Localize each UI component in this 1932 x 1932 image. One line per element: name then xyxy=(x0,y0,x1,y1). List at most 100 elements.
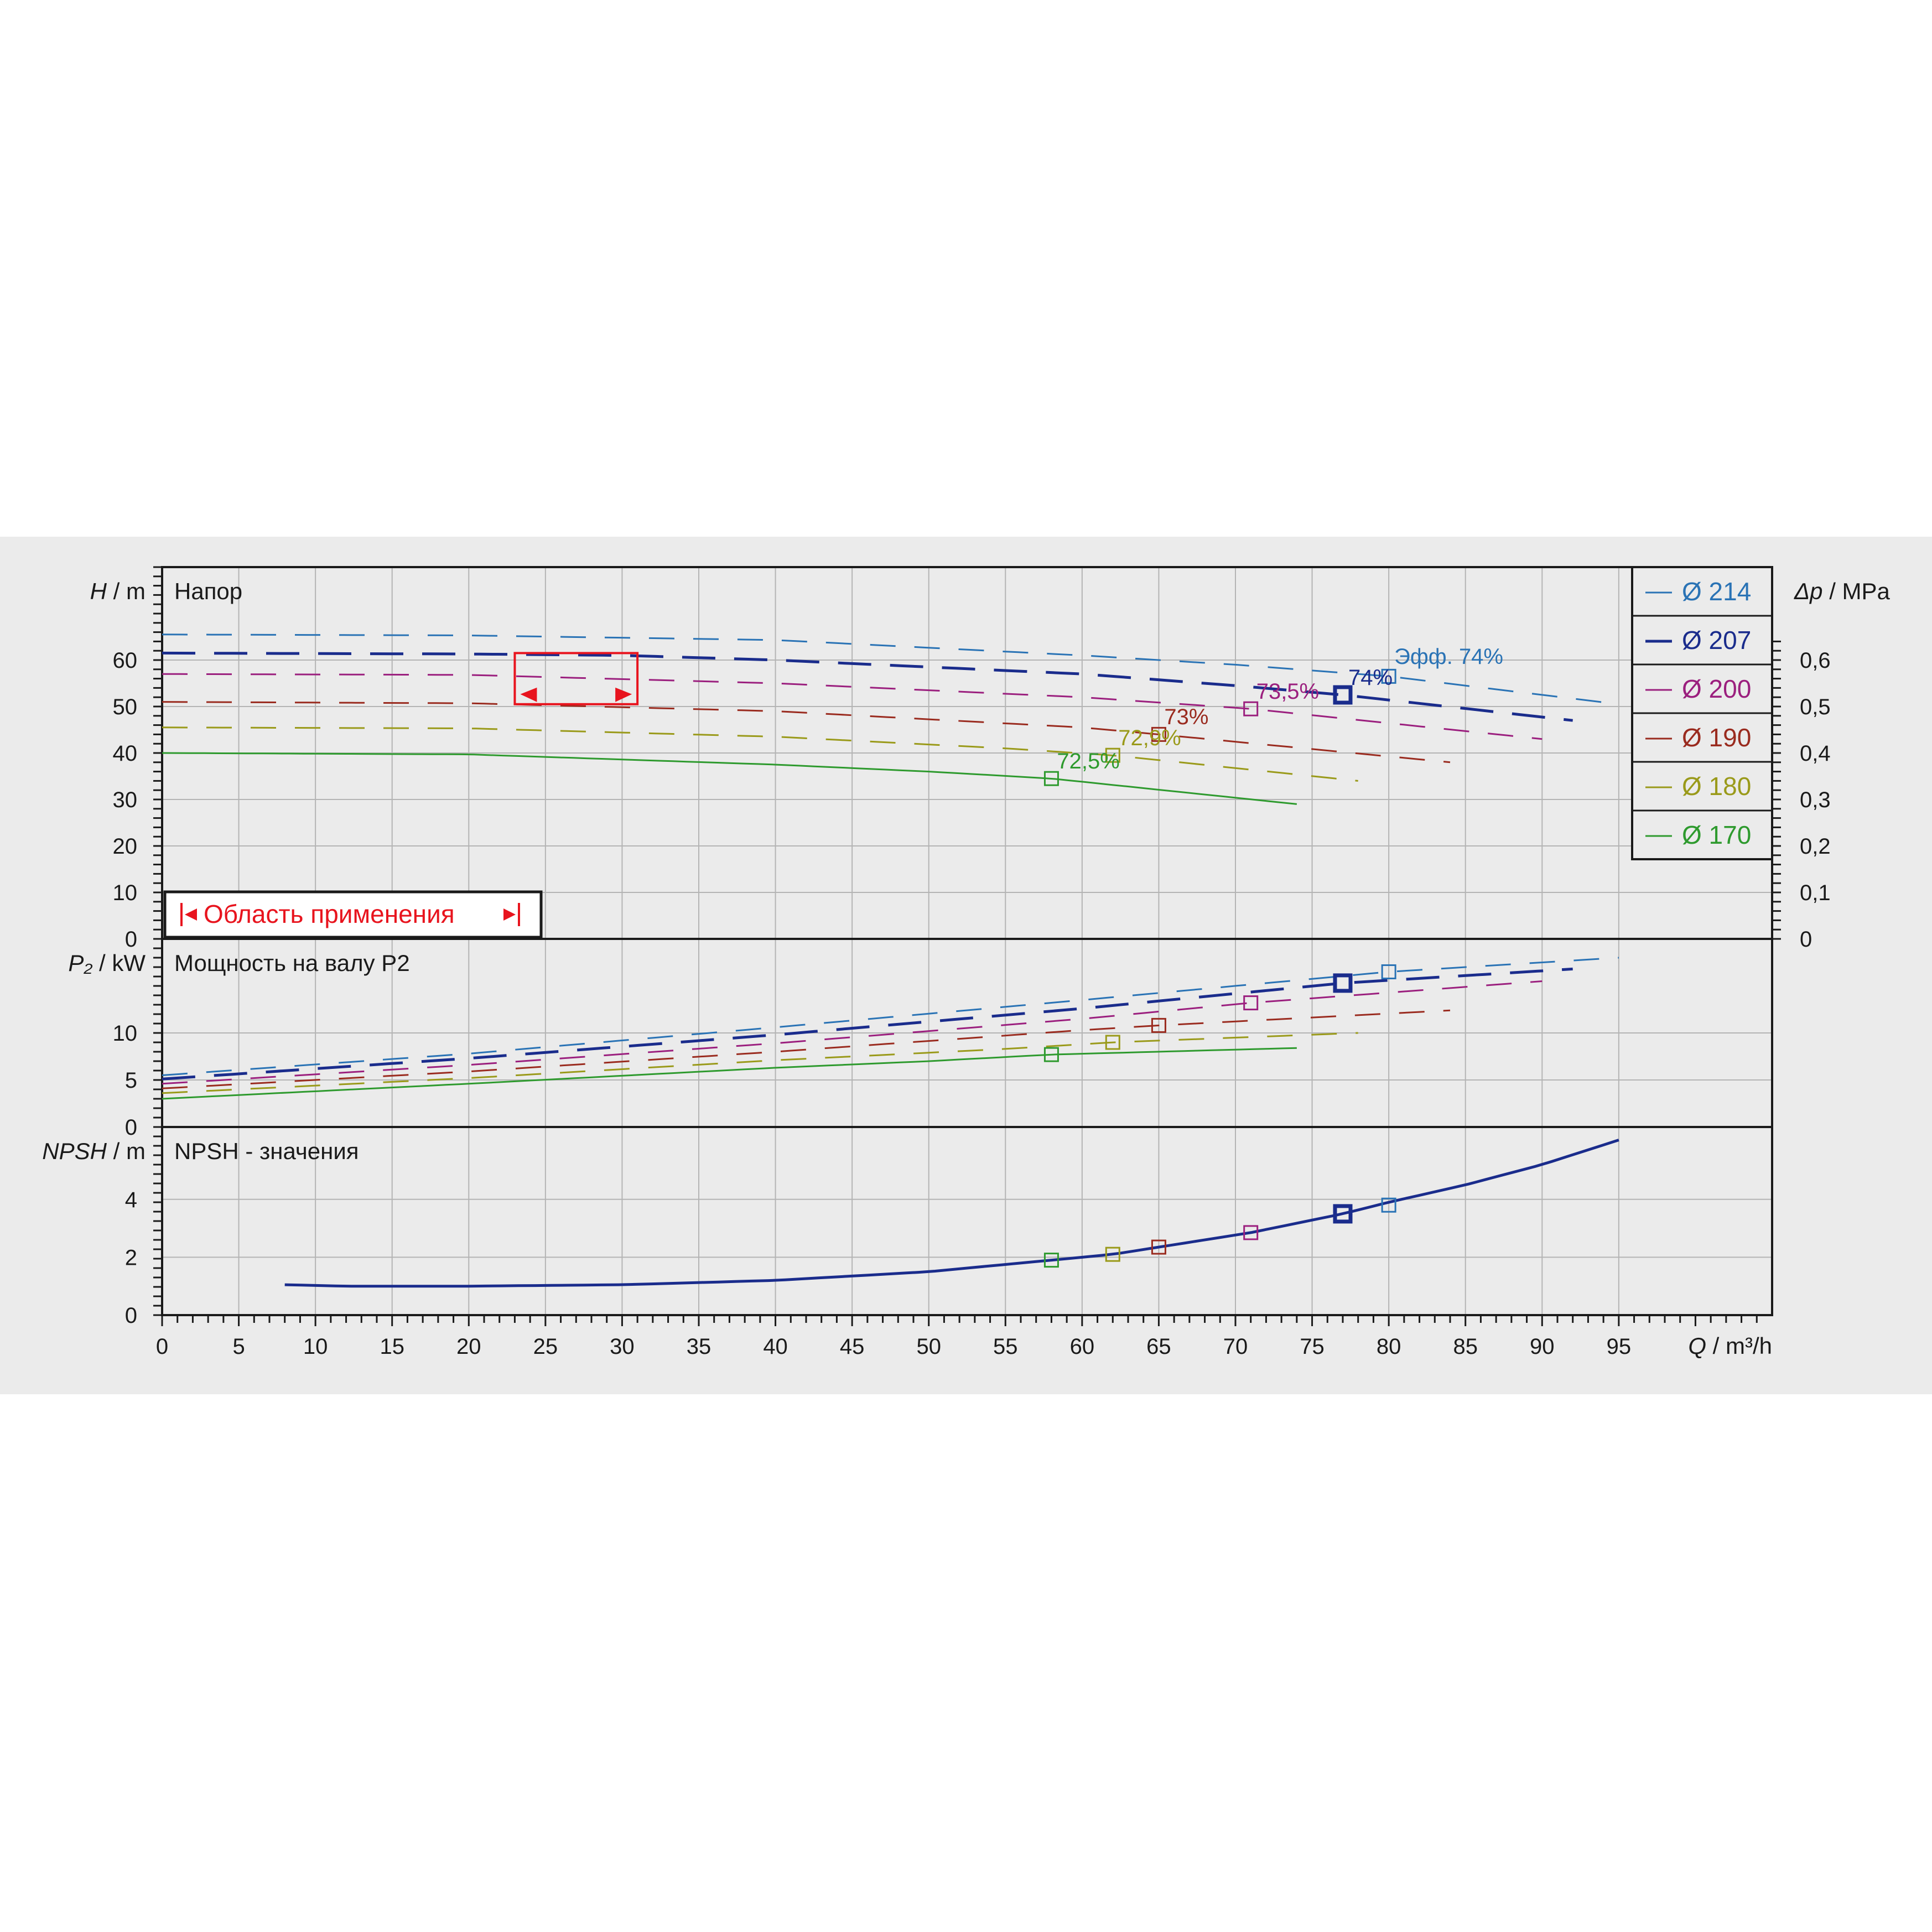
operating-point-marker xyxy=(1381,1197,1396,1213)
efficiency-label: 72,9% xyxy=(1118,726,1181,750)
x-axis-var: Q xyxy=(1688,1333,1706,1359)
operating-point-marker xyxy=(1333,973,1353,993)
panel-title: Напор xyxy=(174,578,242,604)
y-axis-label: NPSH / m xyxy=(42,1138,146,1164)
head-curve-200 xyxy=(162,673,1543,740)
efficiency-label: 73% xyxy=(1164,705,1208,729)
y-axis-var: NPSH xyxy=(42,1138,107,1164)
y-axis-label: H / m xyxy=(90,578,146,604)
efficiency-label: 73,5% xyxy=(1256,679,1319,704)
operating-point-marker xyxy=(1243,1225,1259,1240)
operating-point-marker xyxy=(1105,1247,1120,1262)
x-tick-label: 70 xyxy=(1223,1334,1248,1359)
x-tick-label: 35 xyxy=(687,1334,711,1359)
operating-point-marker xyxy=(1043,1047,1059,1062)
operating-point-marker xyxy=(1333,685,1353,705)
x-tick-label: 10 xyxy=(303,1334,328,1359)
x-tick-label: 45 xyxy=(840,1334,865,1359)
panel-title: Мощность на валу P2 xyxy=(174,950,410,976)
y-tick-label: 0 xyxy=(125,927,137,952)
operating-point-marker xyxy=(1105,1035,1120,1050)
y-tick-label: 30 xyxy=(113,788,138,812)
range-arrow-left-icon xyxy=(520,687,537,702)
x-tick-label: 0 xyxy=(156,1334,168,1359)
operating-point-marker xyxy=(1151,1239,1166,1255)
x-tick-label: 85 xyxy=(1453,1334,1478,1359)
operating-point-marker xyxy=(1105,747,1120,763)
range-label-arrow-right-icon xyxy=(503,908,516,921)
x-tick-label: 50 xyxy=(916,1334,941,1359)
panel-frame xyxy=(161,1126,1773,1316)
y-tick-label: 50 xyxy=(113,695,138,719)
x-tick-label: 75 xyxy=(1300,1334,1325,1359)
head-curve-180 xyxy=(162,726,1358,782)
legend-entry: Ø 200 xyxy=(1682,674,1751,703)
x-tick-label: 95 xyxy=(1607,1334,1632,1359)
x-axis-label: Q / m³/h xyxy=(1688,1333,1772,1359)
y-tick-label: 2 xyxy=(125,1245,137,1270)
operating-point-marker xyxy=(1381,668,1396,684)
right-axis-unit: / MPa xyxy=(1823,578,1891,604)
power-curve-180 xyxy=(162,1032,1358,1094)
power-curve-190 xyxy=(162,1009,1451,1089)
efficiency-label: 74% xyxy=(1348,666,1393,690)
head-curve-214 xyxy=(162,633,1619,705)
operating-point-marker xyxy=(1333,1204,1353,1224)
application-range-label: Область применения xyxy=(204,900,455,928)
efficiency-label: Эфф. 74% xyxy=(1394,645,1503,669)
x-axis-unit: / m³/h xyxy=(1706,1333,1772,1359)
operating-point-marker xyxy=(1151,726,1166,742)
legend-entry: Ø 207 xyxy=(1682,626,1751,655)
legend-entry: Ø 170 xyxy=(1682,820,1751,849)
head-curve-207 xyxy=(162,651,1573,722)
power-curve-207 xyxy=(162,967,1573,1081)
operating-point-marker xyxy=(1381,964,1396,979)
y-axis-unit: / m xyxy=(107,1138,146,1164)
chart-panel xyxy=(0,537,1932,1394)
operating-point-marker xyxy=(1043,1253,1059,1268)
right-axis-var: Δp xyxy=(1794,578,1823,604)
x-tick-label: 30 xyxy=(610,1334,635,1359)
right-tick-label: 0,3 xyxy=(1800,788,1831,812)
head-curve-190 xyxy=(162,701,1451,764)
x-tick-label: 80 xyxy=(1377,1334,1401,1359)
y-axis-unit: / kW xyxy=(92,950,146,976)
operating-point-marker xyxy=(1243,701,1259,716)
x-tick-label: 25 xyxy=(533,1334,558,1359)
application-range-box xyxy=(163,890,543,939)
right-tick-label: 0,1 xyxy=(1800,881,1831,905)
right-axis-label: Δp / MPa xyxy=(1794,578,1891,604)
y-axis-label: P₂ / kW xyxy=(68,950,146,976)
right-tick-label: 0,5 xyxy=(1800,695,1831,719)
x-tick-label: 90 xyxy=(1530,1334,1555,1359)
legend-entry: Ø 214 xyxy=(1682,577,1751,606)
operating-point-marker xyxy=(1151,1017,1166,1033)
x-tick-label: 65 xyxy=(1146,1334,1171,1359)
y-tick-label: 0 xyxy=(125,1115,137,1140)
operating-range-box xyxy=(513,652,639,705)
x-tick-label: 40 xyxy=(763,1334,788,1359)
x-tick-label: 55 xyxy=(993,1334,1018,1359)
y-tick-label: 40 xyxy=(113,741,138,766)
legend-entry: Ø 190 xyxy=(1682,723,1751,752)
x-tick-label: 60 xyxy=(1070,1334,1095,1359)
y-tick-label: 10 xyxy=(113,881,138,905)
y-tick-label: 5 xyxy=(125,1068,137,1093)
panel-title: NPSH - значения xyxy=(174,1138,359,1164)
y-tick-label: 20 xyxy=(113,834,138,859)
right-tick-label: 0 xyxy=(1800,927,1812,952)
y-axis-unit: / m xyxy=(107,578,146,604)
right-tick-label: 0,6 xyxy=(1800,648,1831,673)
power-curve-200 xyxy=(162,980,1543,1085)
operating-point-marker xyxy=(1043,771,1059,786)
right-tick-label: 0,2 xyxy=(1800,834,1831,859)
y-tick-label: 0 xyxy=(125,1303,137,1328)
operating-point-marker xyxy=(1243,995,1259,1011)
y-axis-var: H xyxy=(90,578,107,604)
x-tick-label: 20 xyxy=(456,1334,481,1359)
legend-entry: Ø 180 xyxy=(1682,772,1751,801)
power-curve-214 xyxy=(162,957,1619,1076)
y-tick-label: 60 xyxy=(113,648,138,673)
npsh-curve xyxy=(284,1139,1619,1288)
